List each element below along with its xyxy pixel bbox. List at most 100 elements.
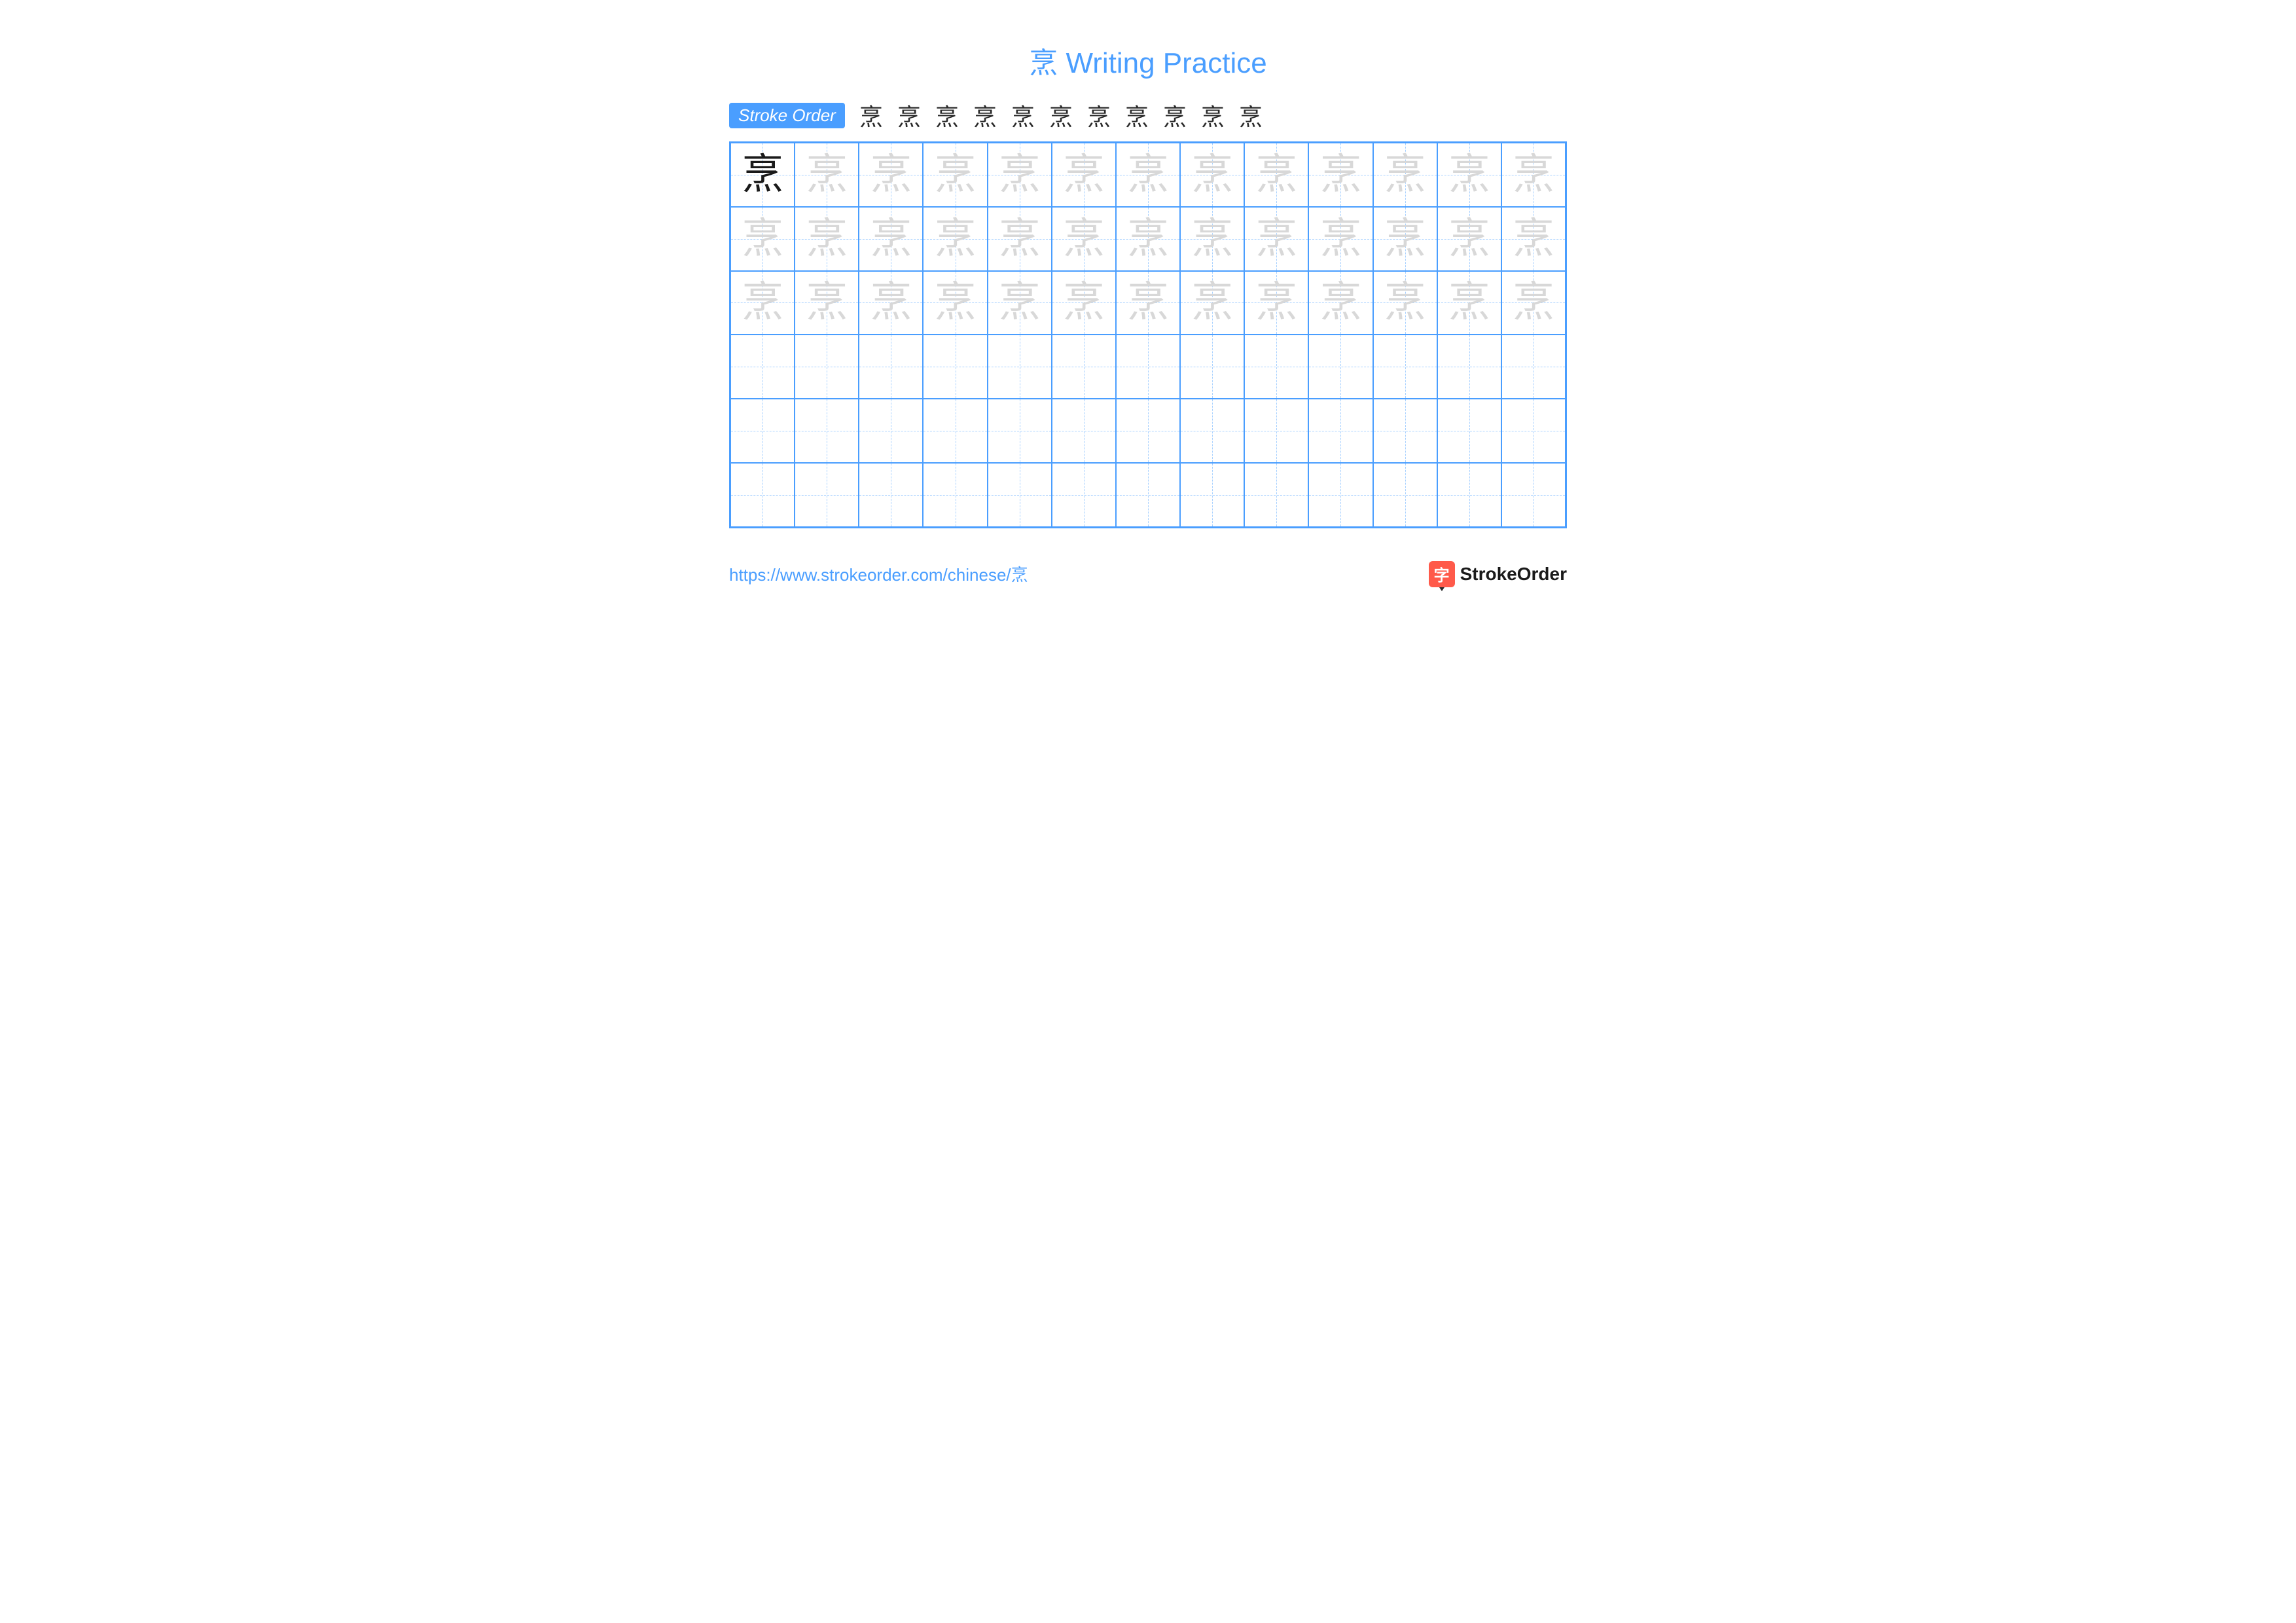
stroke-order-row: Stroke Order 烹烹烹烹烹烹烹烹烹烹烹 xyxy=(729,101,1567,130)
grid-cell xyxy=(1052,399,1116,463)
grid-cell: 烹 xyxy=(923,207,987,271)
grid-cell: 烹 xyxy=(1373,207,1437,271)
stroke-step: 烹 xyxy=(1160,101,1189,130)
grid-cell: 烹 xyxy=(1437,143,1501,207)
grid-cell: 烹 xyxy=(1501,207,1566,271)
grid-cell xyxy=(1437,335,1501,399)
stroke-step: 烹 xyxy=(895,101,924,130)
grid-cell xyxy=(1244,399,1308,463)
stroke-order-badge: Stroke Order xyxy=(729,103,845,128)
grid-cell: 烹 xyxy=(1052,271,1116,335)
grid-cell xyxy=(795,335,859,399)
grid-cell: 烹 xyxy=(1116,271,1180,335)
trace-character: 烹 xyxy=(1384,154,1426,196)
trace-character: 烹 xyxy=(870,154,912,196)
footer: https://www.strokeorder.com/chinese/烹 字 … xyxy=(729,561,1567,587)
trace-character: 烹 xyxy=(742,218,783,260)
grid-cell: 烹 xyxy=(1308,143,1372,207)
trace-character: 烹 xyxy=(742,282,783,323)
grid-cell: 烹 xyxy=(859,271,923,335)
grid-cell xyxy=(988,463,1052,527)
worksheet-page: 烹 Writing Practice Stroke Order 烹烹烹烹烹烹烹烹… xyxy=(729,39,1567,587)
grid-cell xyxy=(1116,335,1180,399)
grid-cell xyxy=(1373,335,1437,399)
grid-cell: 烹 xyxy=(988,271,1052,335)
stroke-step: 烹 xyxy=(971,101,999,130)
grid-cell xyxy=(1180,463,1244,527)
trace-character: 烹 xyxy=(1255,282,1297,323)
trace-character: 烹 xyxy=(935,154,977,196)
grid-cell: 烹 xyxy=(923,143,987,207)
trace-character: 烹 xyxy=(806,154,848,196)
stroke-step: 烹 xyxy=(1122,101,1151,130)
logo: 字 StrokeOrder xyxy=(1429,561,1567,587)
stroke-step: 烹 xyxy=(1009,101,1037,130)
trace-character: 烹 xyxy=(1513,154,1554,196)
grid-cell xyxy=(859,335,923,399)
model-character: 烹 xyxy=(742,154,783,196)
page-title: 烹 Writing Practice xyxy=(729,39,1567,81)
trace-character: 烹 xyxy=(999,218,1041,260)
grid-cell: 烹 xyxy=(1437,271,1501,335)
grid-cell: 烹 xyxy=(1052,207,1116,271)
stroke-step: 烹 xyxy=(857,101,886,130)
grid-cell xyxy=(1180,399,1244,463)
grid-cell xyxy=(730,463,795,527)
grid-cell xyxy=(1373,399,1437,463)
grid-cell xyxy=(988,335,1052,399)
grid-cell xyxy=(859,399,923,463)
grid-cell: 烹 xyxy=(859,143,923,207)
footer-url: https://www.strokeorder.com/chinese/烹 xyxy=(729,562,1028,586)
trace-character: 烹 xyxy=(935,218,977,260)
grid-cell: 烹 xyxy=(1501,143,1566,207)
grid-cell: 烹 xyxy=(988,143,1052,207)
trace-character: 烹 xyxy=(1127,282,1169,323)
trace-character: 烹 xyxy=(999,282,1041,323)
stroke-step: 烹 xyxy=(1085,101,1113,130)
trace-character: 烹 xyxy=(1127,218,1169,260)
grid-cell xyxy=(1116,463,1180,527)
trace-character: 烹 xyxy=(1319,154,1361,196)
grid-cell xyxy=(1501,335,1566,399)
trace-character: 烹 xyxy=(1191,282,1233,323)
grid-cell xyxy=(1437,399,1501,463)
grid-cell: 烹 xyxy=(730,207,795,271)
grid-cell xyxy=(730,399,795,463)
grid-cell xyxy=(795,463,859,527)
logo-icon: 字 xyxy=(1429,561,1455,587)
grid-cell xyxy=(1052,463,1116,527)
trace-character: 烹 xyxy=(1191,154,1233,196)
grid-cell: 烹 xyxy=(795,271,859,335)
grid-cell: 烹 xyxy=(730,143,795,207)
trace-character: 烹 xyxy=(1127,154,1169,196)
grid-cell xyxy=(1244,463,1308,527)
grid-cell: 烹 xyxy=(1308,271,1372,335)
grid-cell xyxy=(795,399,859,463)
trace-character: 烹 xyxy=(1448,218,1490,260)
trace-character: 烹 xyxy=(1513,218,1554,260)
grid-cell xyxy=(1180,335,1244,399)
trace-character: 烹 xyxy=(870,218,912,260)
grid-cell xyxy=(1501,463,1566,527)
grid-cell: 烹 xyxy=(923,271,987,335)
grid-cell: 烹 xyxy=(1180,143,1244,207)
grid-cell: 烹 xyxy=(1373,271,1437,335)
grid-cell xyxy=(1308,399,1372,463)
trace-character: 烹 xyxy=(1063,218,1105,260)
trace-character: 烹 xyxy=(1255,154,1297,196)
grid-cell xyxy=(730,335,795,399)
trace-character: 烹 xyxy=(806,282,848,323)
trace-character: 烹 xyxy=(999,154,1041,196)
grid-cell xyxy=(1244,335,1308,399)
trace-character: 烹 xyxy=(1063,154,1105,196)
grid-cell xyxy=(988,399,1052,463)
grid-cell xyxy=(923,463,987,527)
trace-character: 烹 xyxy=(870,282,912,323)
trace-character: 烹 xyxy=(1063,282,1105,323)
grid-cell: 烹 xyxy=(988,207,1052,271)
grid-cell: 烹 xyxy=(1052,143,1116,207)
trace-character: 烹 xyxy=(1513,282,1554,323)
trace-character: 烹 xyxy=(1384,282,1426,323)
grid-cell xyxy=(923,399,987,463)
stroke-step: 烹 xyxy=(933,101,961,130)
